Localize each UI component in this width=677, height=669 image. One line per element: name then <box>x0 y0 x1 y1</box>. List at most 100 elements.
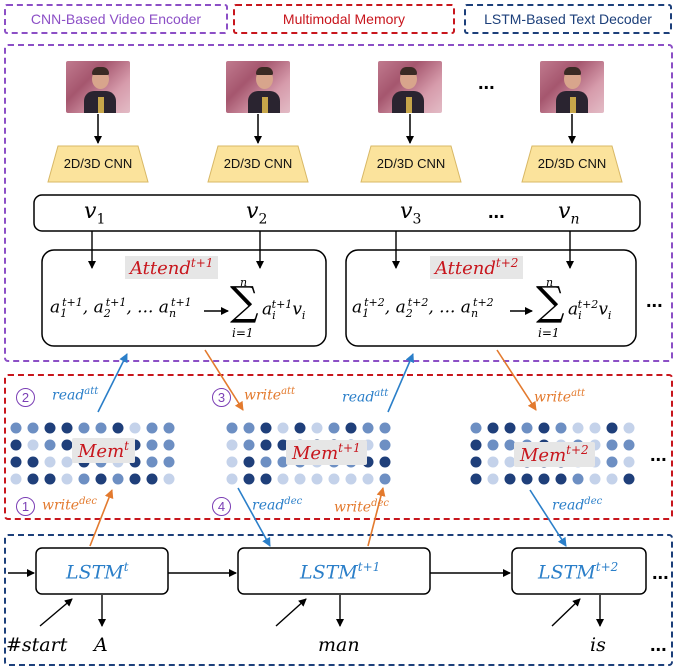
step-4-badge: 4 <box>212 497 231 516</box>
memory-dot <box>345 422 357 434</box>
decoder-ellipsis-2: ... <box>650 634 667 656</box>
memory-dot <box>27 473 39 485</box>
legend-encoder: CNN-Based Video Encoder <box>4 4 228 34</box>
memory-dot <box>623 439 635 451</box>
attend-formula-2: a1t+2, a2t+2, ... ant+2 <box>352 296 494 321</box>
memory-dot <box>362 473 374 485</box>
memory-dot <box>504 473 516 485</box>
memory-dot <box>112 422 124 434</box>
legend-memory-label: Multimodal Memory <box>282 11 406 27</box>
video-frame-icon <box>378 61 442 113</box>
attend-box-2 <box>345 249 637 347</box>
memory-dot <box>294 422 306 434</box>
memory-dot <box>328 473 340 485</box>
cnn-label-3: 2D/3D CNN <box>363 146 459 182</box>
output-token-3: is <box>590 634 606 656</box>
memory-dot <box>129 473 141 485</box>
lstm-cell-3 <box>511 547 647 595</box>
attend-box-1 <box>41 249 327 347</box>
memory-dot <box>61 473 73 485</box>
feature-to-attend-arrows <box>88 231 574 269</box>
memory-dot <box>487 422 499 434</box>
sum-upper-1: n <box>240 276 248 289</box>
memory-dot <box>243 422 255 434</box>
memory-dot <box>163 422 175 434</box>
memory-dot <box>146 422 158 434</box>
memory-dot <box>294 473 306 485</box>
cnn-label-4: 2D/3D CNN <box>524 146 620 182</box>
frame-ellipsis: ... <box>478 72 495 94</box>
sum-lower-1: i=1 <box>232 326 254 340</box>
memory-dot <box>226 439 238 451</box>
cnn-block <box>360 145 462 183</box>
cnn-block <box>521 145 623 183</box>
write-att-arrows <box>204 349 537 411</box>
memory-dot <box>10 439 22 451</box>
memory-dot <box>226 473 238 485</box>
memory-dot <box>623 422 635 434</box>
output-token-2: man <box>318 634 360 656</box>
feature-box <box>33 194 641 232</box>
memory-dot <box>470 456 482 468</box>
attend-ellipsis: ... <box>646 290 663 312</box>
memory-dot <box>44 439 56 451</box>
memory-dot <box>311 422 323 434</box>
lstm-cell-1 <box>35 547 169 595</box>
attend-formula-1: a1t+1, a2t+1, ... ant+1 <box>50 296 192 321</box>
memory-dot <box>277 439 289 451</box>
attend-term-2: ait+2vi <box>568 298 612 323</box>
memory-dot <box>487 439 499 451</box>
memory-dot <box>504 456 516 468</box>
feature-v3: v3 <box>400 199 422 228</box>
memory-dot <box>61 422 73 434</box>
read-att-label-2: readatt <box>342 388 389 406</box>
memory-dot <box>504 422 516 434</box>
memory-dot <box>146 439 158 451</box>
memory-dot <box>606 422 618 434</box>
memory-dot <box>589 422 601 434</box>
memory-dot <box>589 473 601 485</box>
memory-dot <box>44 456 56 468</box>
cnn-label: 2D/3D CNN <box>63 156 133 171</box>
memory-dot <box>27 439 39 451</box>
mem-label-2: Memt+1 <box>286 440 367 465</box>
cnn-block <box>207 145 309 183</box>
memory-dot <box>277 473 289 485</box>
memory-dot <box>572 473 584 485</box>
memory-dot <box>470 473 482 485</box>
memory-dot <box>328 422 340 434</box>
memory-dot <box>243 456 255 468</box>
memory-dot <box>44 473 56 485</box>
memory-dot <box>379 456 391 468</box>
sum-lower-2: i=1 <box>538 326 560 340</box>
cnn-block <box>47 145 149 183</box>
legend-memory: Multimodal Memory <box>233 4 455 34</box>
memory-dot <box>44 422 56 434</box>
memory-dot <box>243 439 255 451</box>
memory-dot <box>78 473 90 485</box>
memory-dot <box>10 473 22 485</box>
read-att-label-1: readatt <box>52 386 99 404</box>
memory-dot <box>61 439 73 451</box>
memory-dot <box>146 473 158 485</box>
memory-dot <box>112 473 124 485</box>
feature-v1: v1 <box>84 199 106 228</box>
cnn-label-1: 2D/3D CNN <box>50 146 146 182</box>
output-token-1: A <box>94 634 108 656</box>
mem-label-3: Memt+2 <box>514 442 595 467</box>
sum-upper-2: n <box>546 276 554 289</box>
cnn-label: 2D/3D CNN <box>223 156 293 171</box>
attend-label-2: Attendt+2 <box>430 256 524 279</box>
memory-dot <box>538 422 550 434</box>
write-dec-arrows <box>89 487 386 547</box>
legend-decoder-label: LSTM-Based Text Decoder <box>484 11 652 27</box>
read-dec-arrows <box>237 487 567 547</box>
memory-dot <box>226 422 238 434</box>
legend-encoder-label: CNN-Based Video Encoder <box>30 11 202 27</box>
cnn-label-2: 2D/3D CNN <box>210 146 306 182</box>
memory-dot <box>555 422 567 434</box>
memory-dot <box>521 473 533 485</box>
write-dec-label-2: writedec <box>334 498 389 516</box>
memory-dot <box>379 473 391 485</box>
memory-dot <box>226 456 238 468</box>
